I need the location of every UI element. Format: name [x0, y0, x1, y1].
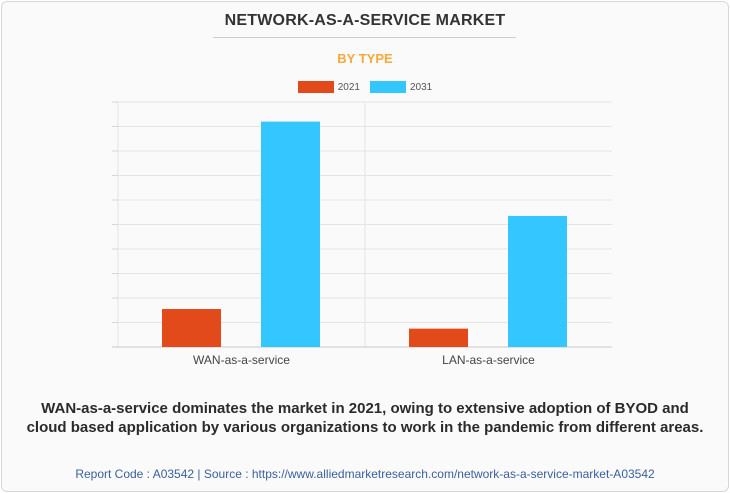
- legend-swatch-2031: [370, 81, 406, 93]
- legend-item-2021[interactable]: 2021: [297, 81, 360, 93]
- legend-item-2031[interactable]: 2031: [370, 81, 432, 93]
- source-footer[interactable]: Report Code : A03542 | Source : https://…: [75, 467, 655, 481]
- chart-title: NETWORK-AS-A-SERVICE MARKET: [224, 12, 506, 29]
- bar-chart: WAN-as-a-service LAN-as-a-service: [112, 101, 612, 367]
- bar-2021-wan-as-a-service: [162, 309, 221, 347]
- bar-2021-lan-as-a-service: [409, 328, 468, 347]
- chart-caption: WAN-as-a-service dominates the market in…: [26, 400, 704, 436]
- bar-2031-wan-as-a-service: [261, 121, 320, 347]
- x-tick-label: LAN-as-a-service: [442, 353, 535, 367]
- title-divider: [213, 37, 516, 38]
- legend: 2021 2031: [0, 80, 730, 94]
- legend-swatch-2021: [297, 81, 334, 93]
- legend-label-2021: 2021: [337, 81, 360, 93]
- x-axis-labels: WAN-as-a-service LAN-as-a-service: [193, 353, 535, 367]
- bar-2031-lan-as-a-service: [508, 215, 567, 347]
- chart-subtitle: BY TYPE: [337, 51, 393, 66]
- x-tick-label: WAN-as-a-service: [193, 353, 290, 367]
- bars: [162, 121, 567, 347]
- legend-label-2031: 2031: [410, 81, 433, 93]
